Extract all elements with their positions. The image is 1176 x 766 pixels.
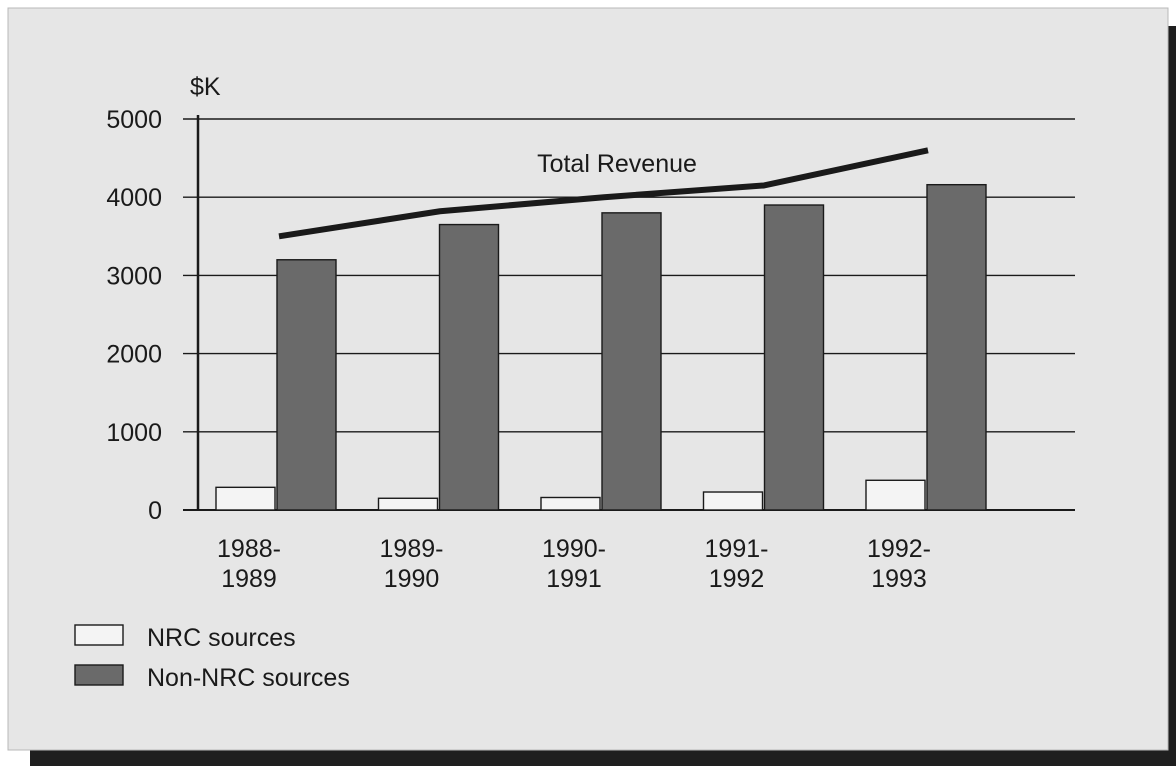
bar-non-nrc-sources — [601, 212, 662, 511]
y-axis-label: $K — [190, 73, 221, 101]
bar-non-nrc-sources — [276, 259, 337, 511]
total-revenue-line-group: Total Revenue — [278, 147, 929, 240]
y-tick-label: 4000 — [106, 184, 162, 212]
legend-swatch-nrc-sources — [74, 624, 124, 646]
x-tick-label: 1991 — [546, 565, 602, 593]
bar-non-nrc-sources — [926, 183, 987, 511]
bar-nrc-sources — [702, 491, 764, 511]
y-axis-tick-labels: 0 1000 2000 3000 4000 5000 — [106, 106, 162, 525]
total-revenue-annotation: Total Revenue — [537, 150, 697, 178]
legend-swatch-non-nrc-sources — [74, 664, 124, 686]
x-tick-label: 1992- — [867, 535, 931, 563]
x-tick-label: 1991- — [705, 535, 769, 563]
x-tick-label: 1990 — [384, 565, 440, 593]
y-tick-label: 3000 — [106, 262, 162, 290]
bar-nrc-sources — [377, 497, 439, 511]
bar-non-nrc-sources — [763, 204, 825, 511]
y-tick-label: 0 — [148, 497, 162, 525]
bar-nrc-sources — [540, 496, 601, 511]
legend-label-non-nrc-sources: Non-NRC sources — [147, 664, 350, 692]
x-tick-label: 1993 — [871, 565, 927, 593]
x-tick-label: 1989 — [221, 565, 277, 593]
total-revenue-line — [278, 147, 929, 240]
x-tick-label: 1990- — [542, 535, 606, 563]
bar-nrc-sources — [865, 479, 926, 511]
bars — [215, 183, 987, 511]
bar-nrc-sources — [215, 486, 276, 511]
y-tick-label: 1000 — [106, 419, 162, 447]
x-tick-label: 1992 — [709, 565, 765, 593]
legend-label-nrc-sources: NRC sources — [147, 624, 296, 652]
x-tick-label: 1988- — [217, 535, 281, 563]
y-tick-label: 2000 — [106, 341, 162, 369]
bar-non-nrc-sources — [438, 223, 500, 511]
x-tick-label: 1989- — [380, 535, 444, 563]
x-axis-tick-labels: 1988-1989 1989-1990 1990-1991 1991-1992 1992… — [217, 535, 931, 593]
y-tick-label: 5000 — [106, 106, 162, 134]
legend: NRC sources Non-NRC sources — [74, 624, 350, 692]
